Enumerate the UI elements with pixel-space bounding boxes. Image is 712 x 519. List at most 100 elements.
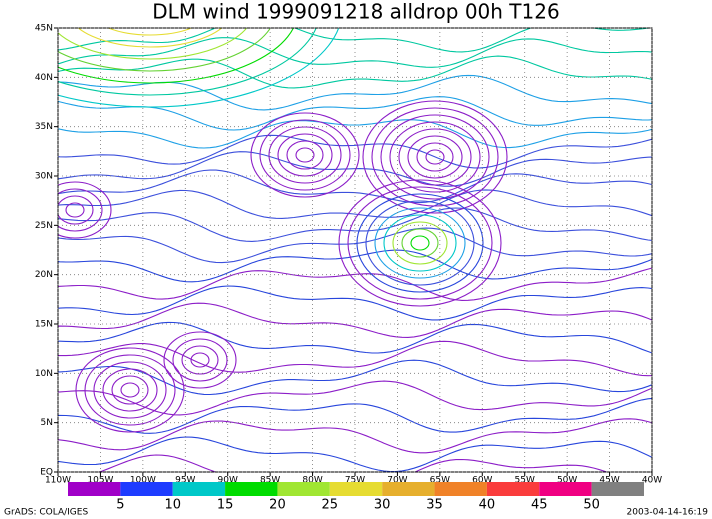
streamline [58, 37, 652, 68]
jet-arc [58, 28, 272, 72]
eddy-ring [102, 368, 158, 412]
lon-tick-label: 110W [45, 476, 71, 486]
eddy-ring [365, 200, 475, 286]
colorbar-label: 30 [374, 498, 391, 513]
eddy-ring [250, 112, 360, 198]
lon-tick-label: 40W [642, 476, 662, 486]
eddy-ring [58, 188, 103, 232]
eddy-ring [338, 179, 502, 307]
lon-tick-label: 80W [302, 476, 322, 486]
map-title: DLM wind 1999091218 alldrop 00h T126 [152, 0, 559, 24]
streamline [58, 267, 652, 301]
lon-tick-label: 75W [345, 476, 365, 486]
eddy-ring [93, 361, 167, 419]
eddy-ring [84, 354, 176, 426]
eddy-ring [356, 193, 484, 293]
streamline [58, 151, 652, 187]
footer-left: GrADS: COLA/IGES [4, 508, 88, 518]
streamline [58, 134, 652, 169]
footer-right: 2003-04-14-16:19 [627, 508, 709, 518]
eddy-ring [407, 135, 463, 179]
colorbar-segment [486, 482, 540, 496]
streamline [58, 397, 652, 434]
eddy-ring [75, 347, 185, 433]
lon-tick-label: 105W [87, 476, 113, 486]
lat-tick-label: 45N [35, 24, 53, 34]
streamline [58, 321, 652, 354]
lat-tick-label: 10N [35, 369, 53, 379]
lat-tick-label: 25N [35, 221, 53, 231]
streamline [58, 436, 652, 472]
colorbar-segment [382, 482, 435, 496]
lat-tick-label: 5N [41, 418, 53, 428]
colorbar-label: 15 [217, 498, 234, 513]
colorbar-label: 50 [583, 498, 600, 513]
colorbar-segment [68, 482, 121, 496]
eddy-ring [111, 375, 149, 405]
eddy-ring [190, 352, 210, 368]
eddy-ring [295, 147, 315, 163]
streamline [58, 285, 652, 321]
colorbar-segment [277, 482, 330, 496]
colorbar-segment [329, 482, 383, 496]
colorbar-segment [172, 482, 226, 496]
eddy-ring [380, 114, 490, 200]
streamline [58, 119, 652, 149]
jet-arc [58, 28, 248, 60]
lon-tick-label: 50W [557, 476, 577, 486]
lon-tick-label: 70W [387, 476, 407, 486]
eddy-ring [416, 142, 454, 172]
eddy-ring [286, 140, 324, 170]
eddy-ring [163, 331, 237, 389]
jet-arc [77, 28, 223, 48]
streamline [58, 249, 652, 283]
jet-arc [58, 28, 317, 96]
eddy-ring [410, 235, 430, 251]
colorbar-label: 45 [531, 498, 548, 513]
eddy-ring [65, 202, 85, 218]
eddy-ring [347, 186, 493, 300]
eddy-ring [181, 345, 219, 375]
streamline [58, 207, 652, 242]
streamline [97, 454, 609, 472]
jet-arc [58, 28, 295, 84]
lat-tick-label: 30N [35, 172, 53, 182]
eddy-ring [398, 128, 472, 186]
streamlines [58, 28, 652, 472]
eddy-ring [389, 121, 481, 193]
eddy-ring [120, 382, 140, 398]
colorbar-label: 40 [479, 498, 496, 513]
lon-tick-label: 85W [260, 476, 280, 486]
colorbar-label: 10 [164, 498, 181, 513]
eddy-ring [401, 228, 439, 258]
lon-tick-label: 55W [515, 476, 535, 486]
lat-tick-label: 40N [35, 73, 53, 83]
streamline [58, 227, 652, 264]
eddy-ring [58, 195, 94, 225]
eddy-ring [58, 181, 112, 239]
eddy-ring [277, 133, 333, 177]
eddy-ring [172, 338, 228, 382]
jet-arc [58, 28, 340, 108]
lon-tick-label: 65W [430, 476, 450, 486]
eddy-ring [383, 214, 457, 272]
colorbar-label: 35 [426, 498, 443, 513]
lat-tick-label: 15N [35, 320, 53, 330]
lat-tick-label: EQ [40, 468, 53, 478]
streamline [58, 189, 652, 219]
colorbar-segment [539, 482, 592, 496]
lat-tick-label: 35N [35, 122, 53, 132]
streamline [58, 340, 652, 377]
colorbar-segment [434, 482, 487, 496]
jet-arc [106, 28, 194, 36]
lat-tick-label: 20N [35, 270, 53, 280]
streamline [58, 55, 652, 89]
colorbar-segment [225, 482, 278, 496]
streamline [58, 169, 652, 204]
eddy-ring [362, 100, 508, 214]
lon-tick-label: 100W [130, 476, 156, 486]
colorbar-label: 25 [322, 498, 339, 513]
lon-tick-label: 90W [218, 476, 238, 486]
lon-tick-label: 45W [599, 476, 619, 486]
streamline [58, 74, 652, 111]
